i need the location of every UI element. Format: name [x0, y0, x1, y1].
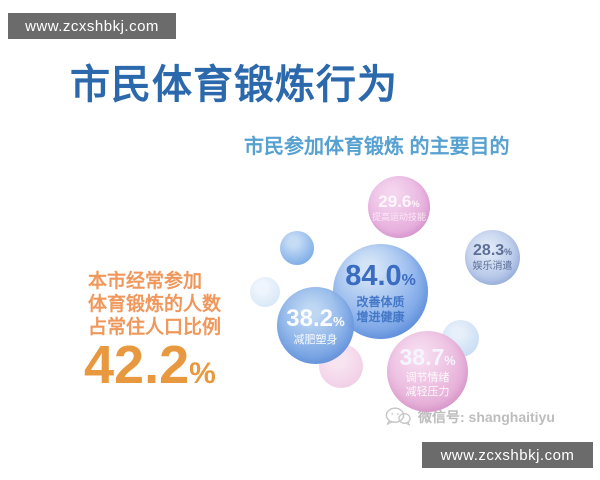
page-title: 市民体育锻炼行为 [70, 63, 398, 107]
stat-unit: % [189, 357, 216, 390]
bubble-improve-health-value: 84.0% [345, 260, 416, 293]
bubble-improve-skills: 29.6% 提高运动技能 [368, 176, 430, 238]
bubble-improve-skills-value: 29.6% [378, 191, 420, 211]
bubble-stress-relief-value: 38.7% [399, 344, 456, 371]
bubble-weight-loss: 38.2% 减肥塑身 [277, 287, 354, 364]
bubble-stress-relief-label2: 减轻压力 [405, 385, 450, 398]
decorative-bubble-light-blue [250, 277, 280, 307]
wechat-icon [384, 407, 412, 427]
decorative-bubble-blue [280, 231, 314, 265]
watermark-top-text: www.zcxshbkj.com [25, 17, 159, 35]
stat-value: 42.2 [84, 335, 190, 395]
section-subtitle: 市民参加体育锻炼 的主要目的 [244, 136, 510, 158]
bubble-improve-skills-label: 提高运动技能 [371, 212, 426, 222]
watermark-bottom-text: www.zcxshbkj.com [440, 446, 575, 464]
stat-label-line3: 占常住人口比例 [88, 317, 222, 338]
bubble-entertainment-value: 28.3% [473, 242, 512, 260]
bubble-weight-loss-value: 38.2% [286, 304, 345, 332]
stat-label-line1: 本市经常参加 [88, 271, 203, 292]
bubble-stress-relief: 38.7% 调节情绪 减轻压力 [387, 331, 468, 412]
stat-label: 本市经常参加 体育锻炼的人数 占常住人口比例 [88, 270, 221, 339]
bubble-improve-health-label2: 增进健康 [356, 309, 405, 324]
wechat-label: 微信号: shanghaitiyu [418, 409, 555, 425]
watermark-bottom: www.zcxshbkj.com [422, 442, 593, 468]
bubble-entertainment: 28.3% 娱乐消遣 [465, 230, 520, 285]
watermark-top: www.zcxshbkj.com [8, 13, 176, 39]
stat-value-row: 42.2% [84, 336, 216, 394]
bubble-improve-health-label1: 改善体质 [356, 294, 405, 309]
stat-label-line2: 体育锻炼的人数 [88, 294, 222, 315]
wechat-row: 微信号: shanghaitiyu [384, 407, 555, 427]
bubble-entertainment-label: 娱乐消遣 [472, 261, 513, 273]
bubble-stress-relief-label1: 调节情绪 [405, 372, 450, 385]
bubble-weight-loss-label: 减肥塑身 [293, 333, 338, 346]
